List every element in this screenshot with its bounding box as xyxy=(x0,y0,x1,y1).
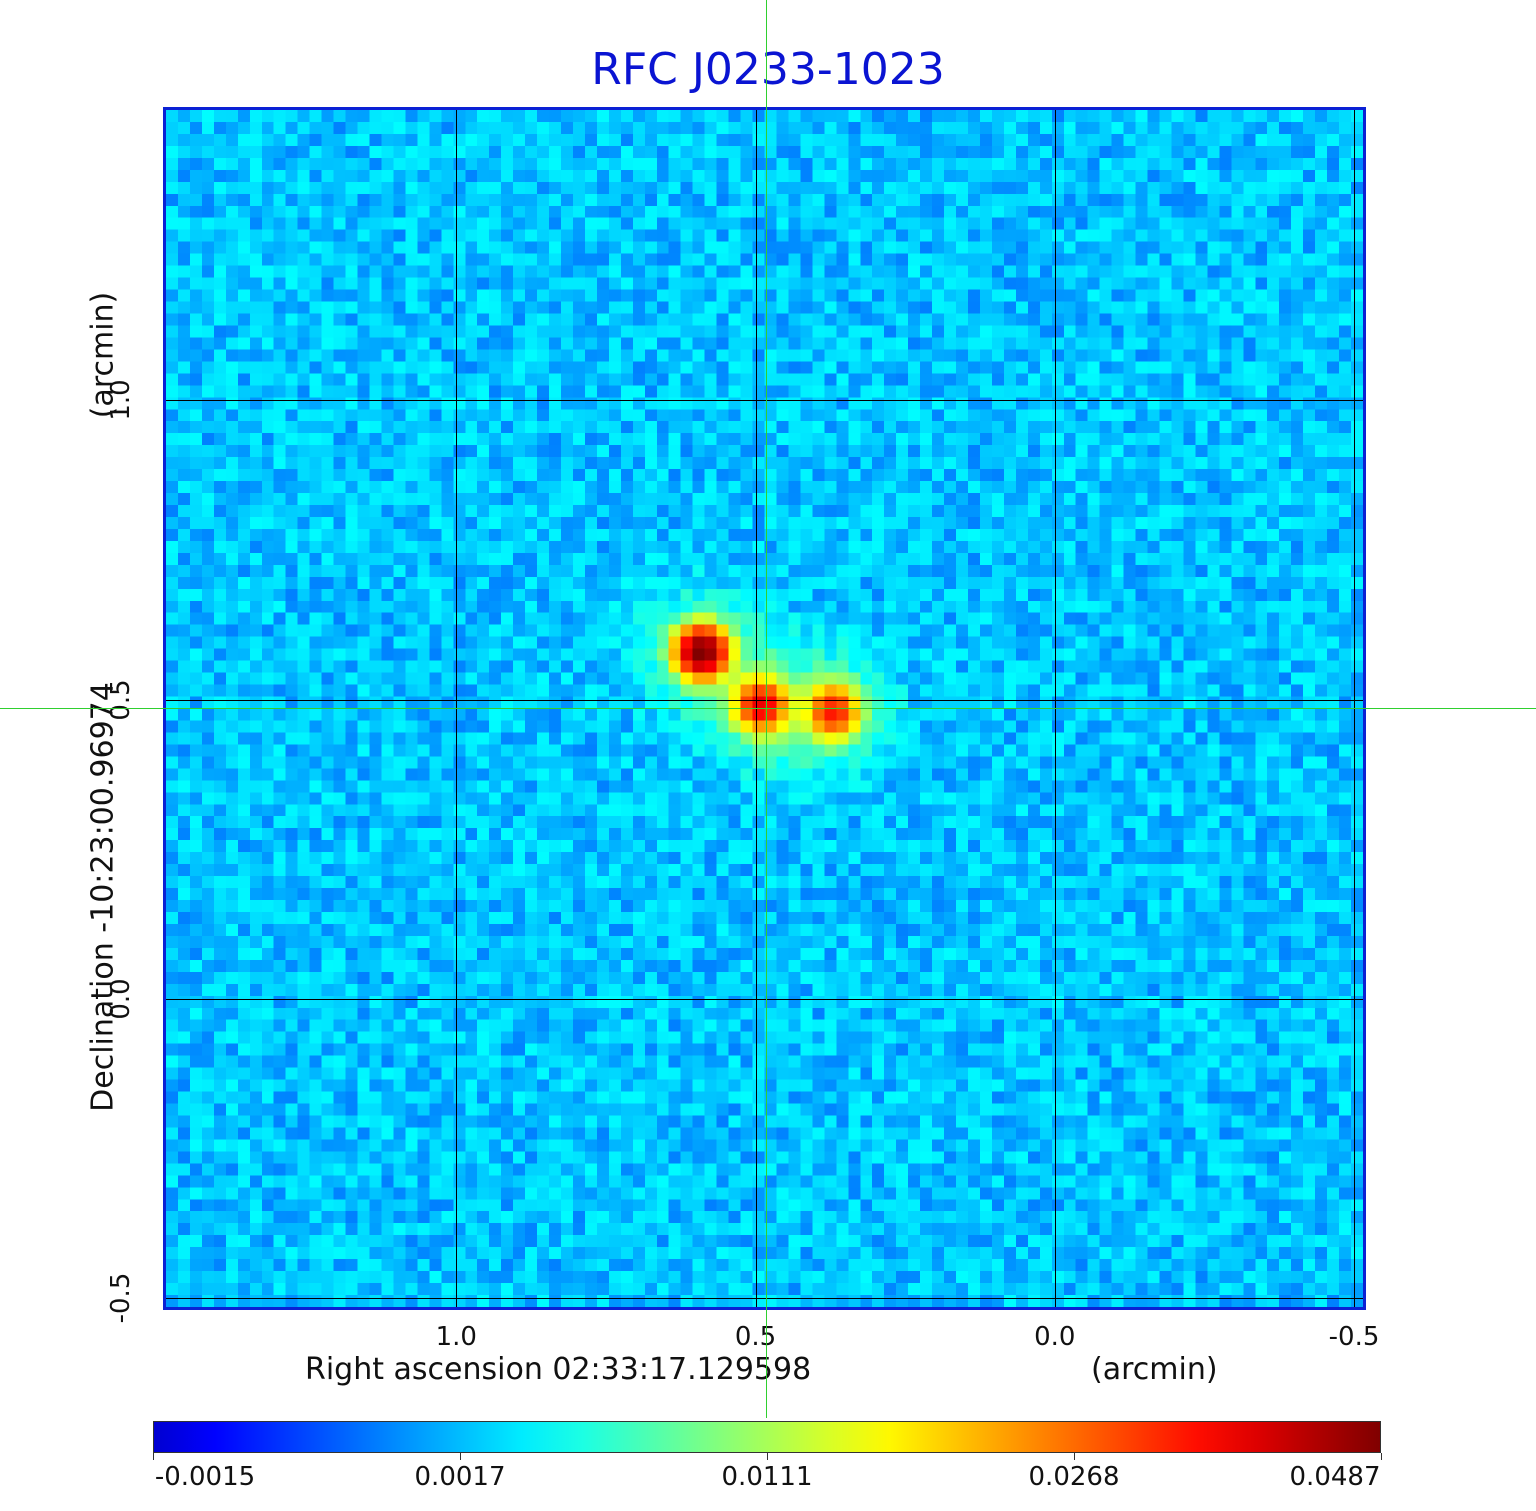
x-axis-label: Right ascension 02:33:17.129598 xyxy=(305,1352,812,1387)
x-axis-unit: (arcmin) xyxy=(1091,1352,1218,1387)
crosshair-vertical xyxy=(766,0,767,1418)
chart-title: RFC J0233-1023 xyxy=(591,44,945,95)
x-tick-label: -0.5 xyxy=(1328,1322,1380,1352)
colorbar-tick-mark xyxy=(767,1453,768,1460)
crosshair-horizontal xyxy=(0,708,1536,709)
colorbar-tick-label: 0.0111 xyxy=(721,1462,813,1492)
colorbar-tick-label: 0.0017 xyxy=(414,1462,506,1492)
grid-line-y xyxy=(166,1298,1363,1300)
colorbar-tick-mark xyxy=(1381,1453,1382,1460)
y-tick-label: -0.5 xyxy=(106,1272,136,1324)
colorbar xyxy=(153,1421,1381,1453)
colorbar-tick-mark xyxy=(153,1453,154,1460)
colorbar-tick-mark xyxy=(460,1453,461,1460)
y-axis-label: Declination -10:23:00.96974 xyxy=(85,682,121,1112)
x-tick-label: 0.5 xyxy=(734,1322,777,1352)
colorbar-tick-label: 0.0487 xyxy=(1289,1462,1381,1492)
colorbar-tick-mark xyxy=(1074,1453,1075,1460)
grid-line-y xyxy=(166,699,1363,701)
grid-line-y xyxy=(166,400,1363,402)
grid-line-y xyxy=(166,998,1363,1000)
colorbar-tick-label: 0.0268 xyxy=(1028,1462,1120,1492)
x-tick-label: 0.0 xyxy=(1034,1322,1076,1352)
x-tick-label: 1.0 xyxy=(435,1322,477,1352)
y-axis-unit: (arcmin) xyxy=(85,291,121,419)
colorbar-tick-label: -0.0015 xyxy=(154,1462,256,1492)
